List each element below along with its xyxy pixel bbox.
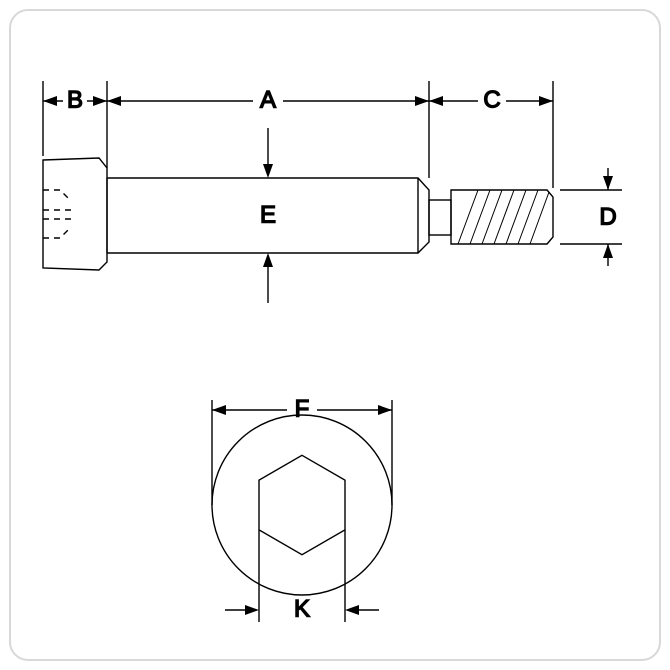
dim-E: E: [260, 128, 276, 303]
dim-D: D: [560, 168, 622, 266]
label-K: K: [294, 595, 310, 622]
side-view: B A C D: [43, 81, 622, 303]
hex-socket: [259, 455, 345, 554]
thread-outline: [451, 190, 553, 244]
label-B: B: [67, 86, 83, 113]
shoulder-screw-drawing: B A C D: [0, 0, 670, 670]
head-circle: [212, 415, 392, 595]
dim-C: C: [429, 86, 553, 113]
dim-F: F: [212, 395, 392, 505]
dim-A: A: [107, 86, 429, 113]
dim-B: B: [43, 86, 107, 113]
label-E: E: [260, 201, 276, 228]
label-D: D: [599, 203, 616, 230]
label-C: C: [483, 86, 500, 113]
front-view: F K: [212, 395, 392, 622]
label-A: A: [260, 86, 276, 113]
thread-hatch: [458, 190, 549, 244]
label-F: F: [295, 395, 310, 422]
neck-outline: [429, 200, 451, 235]
socket-hex-dashed: [43, 190, 72, 238]
dim-K: K: [225, 530, 379, 622]
head-outline: [43, 158, 107, 270]
